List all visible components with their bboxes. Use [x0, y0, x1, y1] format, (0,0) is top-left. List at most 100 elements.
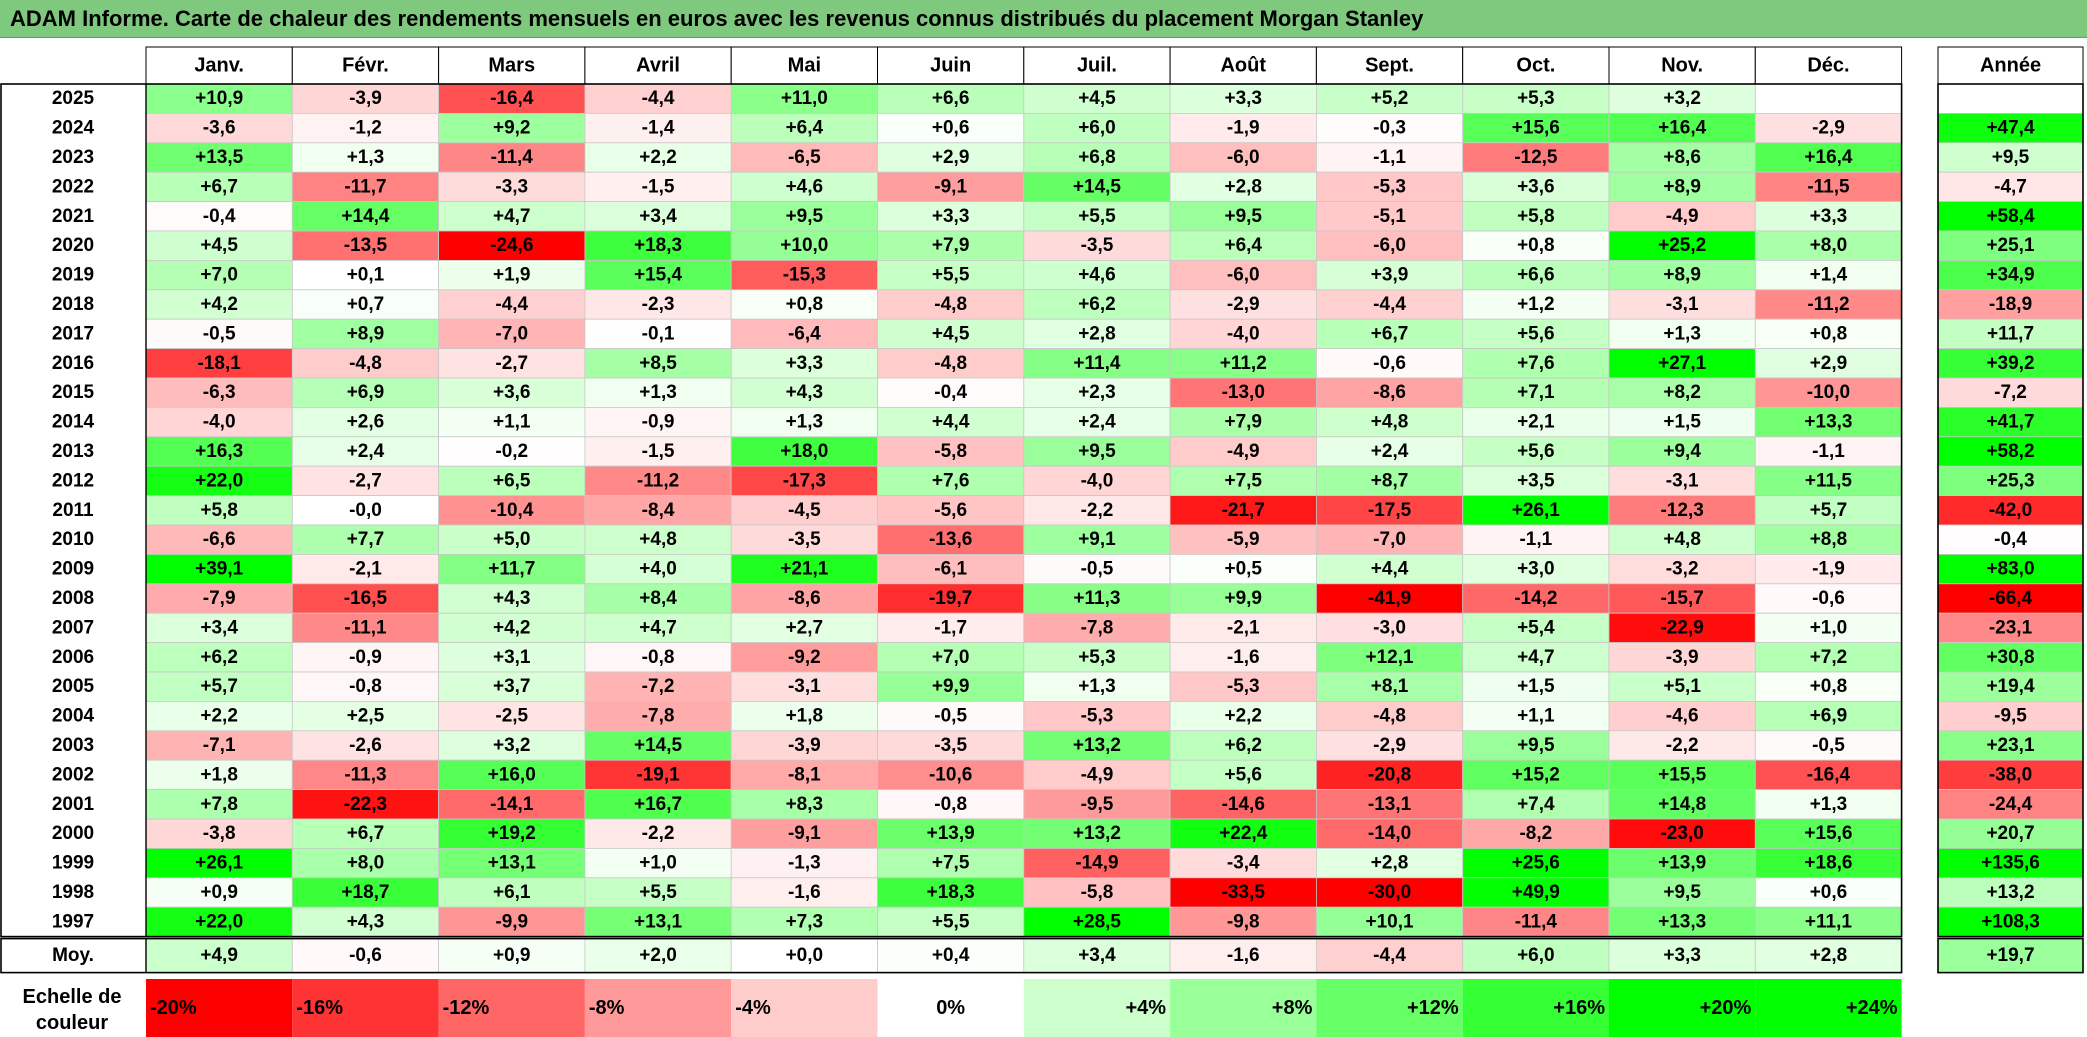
heatmap-cell: [1462, 113, 1610, 144]
heatmap-cell-value: +26,1: [1512, 500, 1561, 521]
heatmap-cell: [291, 113, 439, 144]
scale-step-label: 0%: [936, 997, 965, 1019]
heatmap-cell-value: +15,6: [1804, 823, 1852, 844]
heatmap-cell: [1023, 730, 1171, 761]
heatmap-cell-value: +27,1: [1658, 353, 1707, 374]
heatmap-cell-value: +4,8: [1371, 412, 1409, 433]
heatmap-cell-value: -4,6: [1666, 706, 1699, 727]
heatmap-cell-value: +6,7: [1371, 323, 1409, 344]
heatmap-cell: [877, 348, 1025, 379]
heatmap-cell: [291, 318, 439, 350]
heatmap-cell: [291, 259, 439, 291]
heatmap-cell-value: +1,2: [1517, 294, 1555, 315]
heatmap-cell: [291, 465, 439, 497]
heatmap-cell-value: -2,5: [495, 706, 528, 727]
heatmap-cell-value: +19,2: [488, 823, 536, 844]
heatmap-cell-value: -19,1: [636, 764, 680, 785]
heatmap-cell-value: +5,3: [1078, 647, 1116, 668]
heatmap-cell-value: -41,9: [1368, 588, 1411, 609]
heatmap-cell: [145, 642, 293, 673]
year-label: 2012: [52, 470, 94, 491]
heatmap-cell-value: +1,8: [786, 706, 824, 727]
heatmap-cell-value: +13,1: [488, 853, 537, 874]
heatmap-cell: [877, 465, 1025, 497]
heatmap-cell-value: +0,5: [1224, 559, 1262, 580]
heatmap-cell-value: +7,4: [1517, 794, 1555, 815]
heatmap-cell-value: +2,9: [932, 147, 970, 168]
heatmap-cell-value: -0,0: [349, 500, 382, 521]
heatmap-cell-value: -9,1: [788, 823, 821, 844]
heatmap-cell-value: +9,5: [1517, 735, 1555, 756]
heatmap-cell-value: -10,0: [1807, 382, 1850, 403]
heatmap-cell-value: +1,0: [639, 853, 677, 874]
heatmap-cell-value: +2,4: [1371, 441, 1409, 462]
heatmap-cell: [584, 142, 732, 173]
heatmap-cell-value: -6,0: [1373, 235, 1406, 256]
heatmap-cell: [877, 318, 1025, 350]
heatmap-cell: [145, 612, 293, 644]
heatmap-cell: [1608, 554, 1756, 585]
heatmap-cell-value: +13,9: [927, 823, 975, 844]
annual-header-label: Année: [1980, 55, 2041, 77]
heatmap-cell-value: +8,9: [1663, 176, 1701, 197]
heatmap-cell-value: +5,8: [200, 500, 238, 521]
heatmap-cell-value: +8,6: [1663, 147, 1701, 168]
heatmap-cell-value: +6,8: [1078, 147, 1116, 168]
heatmap-cell-value: -0,2: [495, 441, 528, 462]
heatmap-cell: [1462, 436, 1610, 467]
heatmap-cell: [1462, 495, 1610, 526]
heatmap-cell: [291, 142, 439, 173]
heatmap-cell-value: -2,2: [642, 823, 675, 844]
scale-swatch: [438, 979, 585, 1037]
heatmap-cell-value: +1,1: [1517, 706, 1555, 727]
heatmap-cell: [1316, 524, 1464, 555]
heatmap-cell-value: +8,8: [1810, 529, 1848, 550]
year-label: 2015: [52, 382, 95, 403]
heatmap-cell: [1608, 818, 1756, 849]
heatmap-cell: [1462, 642, 1610, 673]
heatmap-cell: [584, 465, 732, 497]
heatmap-cell: [1754, 377, 1903, 408]
heatmap-cell-value: +9,9: [1224, 588, 1262, 609]
heatmap-cell: [1608, 701, 1756, 732]
heatmap-cell: [291, 524, 439, 555]
heatmap-cell: [1023, 759, 1171, 791]
heatmap-cell-value: -2,7: [349, 470, 382, 491]
heatmap-cell: [1169, 495, 1317, 526]
scale-step-label: +4%: [1126, 997, 1167, 1019]
heatmap-cell: [1754, 554, 1903, 585]
scale-label-line1: Echelle de: [23, 986, 122, 1008]
heatmap-cell-value: +4,4: [932, 412, 970, 433]
heatmap-cell: [730, 465, 878, 497]
heatmap-cell: [1754, 877, 1903, 908]
heatmap-cell-value: +22,0: [195, 470, 243, 491]
heatmap-cell-value: -21,7: [1222, 500, 1265, 521]
heatmap-cell-value: +4,5: [932, 323, 970, 344]
heatmap-cell: [1169, 259, 1317, 291]
heatmap-cell-value: +15,2: [1512, 764, 1560, 785]
annual-cell-value: +58,2: [1986, 441, 2034, 462]
heatmap-cell-value: +8,0: [347, 853, 385, 874]
heatmap-cell: [438, 906, 586, 938]
heatmap-cell: [1462, 465, 1610, 497]
heatmap-cell-value: +8,7: [1371, 470, 1409, 491]
month-header-label: Juil.: [1077, 55, 1117, 77]
heatmap-cell: [1169, 318, 1317, 350]
heatmap-cell-value: -11,2: [1807, 294, 1849, 315]
annual-cell-value: +20,7: [1986, 823, 2034, 844]
annual-cell-value: +58,4: [1986, 206, 2035, 227]
heatmap-cell: [584, 554, 732, 585]
heatmap-cell: [145, 406, 293, 438]
heatmap-cell: [1023, 554, 1171, 585]
heatmap-cell-value: -3,1: [1666, 294, 1699, 315]
annual-cell: [1937, 701, 2084, 732]
month-header-label: Mars: [488, 55, 535, 77]
heatmap-cell-value: -1,1: [1373, 147, 1406, 168]
heatmap-cell: [438, 671, 586, 702]
heatmap-cell: [291, 818, 439, 849]
grid-border: [0, 83, 1903, 938]
heatmap-cell-value: +3,3: [786, 353, 824, 374]
heatmap-cell: [730, 848, 878, 879]
heatmap-cell-value: +0,9: [200, 882, 238, 903]
